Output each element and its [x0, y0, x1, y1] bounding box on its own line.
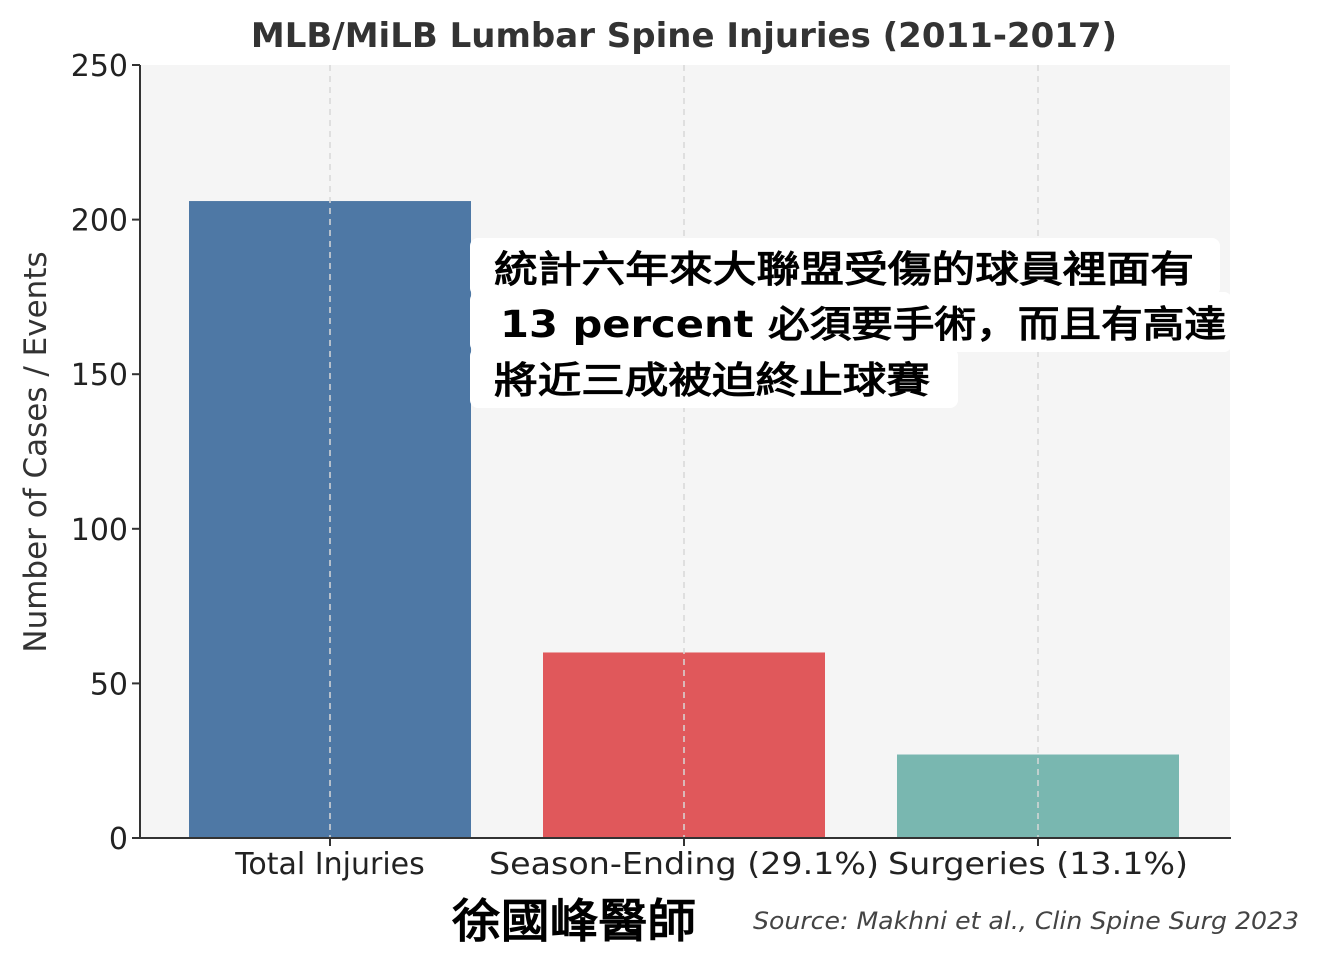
chart-title: MLB/MiLB Lumbar Spine Injuries (2011-201… — [251, 16, 1117, 56]
y-tick-label-3: 150 — [71, 358, 128, 393]
y-tick-label-0: 0 — [109, 822, 128, 857]
annotation-box: 統計六年來大聯盟受傷的球員裡面有 13 percent 必須要手術，而且有高達 … — [470, 238, 1232, 408]
y-tick-label-5: 250 — [71, 49, 128, 84]
y-tick-label-1: 50 — [90, 667, 128, 702]
annotation-bg-line-2 — [470, 292, 1232, 352]
bar-1 — [543, 652, 825, 838]
annotation-line-2: 13 percent 必須要手術，而且有高達 — [500, 303, 1226, 346]
annotation-line-1: 統計六年來大聯盟受傷的球員裡面有 — [494, 248, 1194, 291]
y-tick-label-2: 100 — [71, 513, 128, 548]
source-citation: Source: Makhni et al., Clin Spine Surg 2… — [753, 907, 1299, 935]
annotation-bg-line-3 — [470, 348, 958, 408]
author-name: 徐國峰醫師 — [451, 894, 696, 948]
annotation-line-3: 將近三成被迫終止球賽 — [494, 359, 930, 402]
grid-layer — [329, 65, 1039, 838]
x-tick-label-2: Surgeries (13.1%) — [888, 847, 1188, 882]
x-ticks-layer: Total Injuries Season-Ending (29.1%) Surge… — [234, 838, 1188, 882]
annotation-bg-line-1 — [470, 238, 1220, 296]
y-tick-label-4: 200 — [71, 204, 128, 239]
x-tick-label-0: Total Injuries — [234, 847, 425, 882]
x-tick-label-1: Season-Ending (29.1%) — [489, 847, 879, 882]
y-axis-label: Number of Cases / Events — [18, 251, 54, 652]
y-ticks-layer: 0 50 100 150 200 250 — [71, 49, 140, 857]
